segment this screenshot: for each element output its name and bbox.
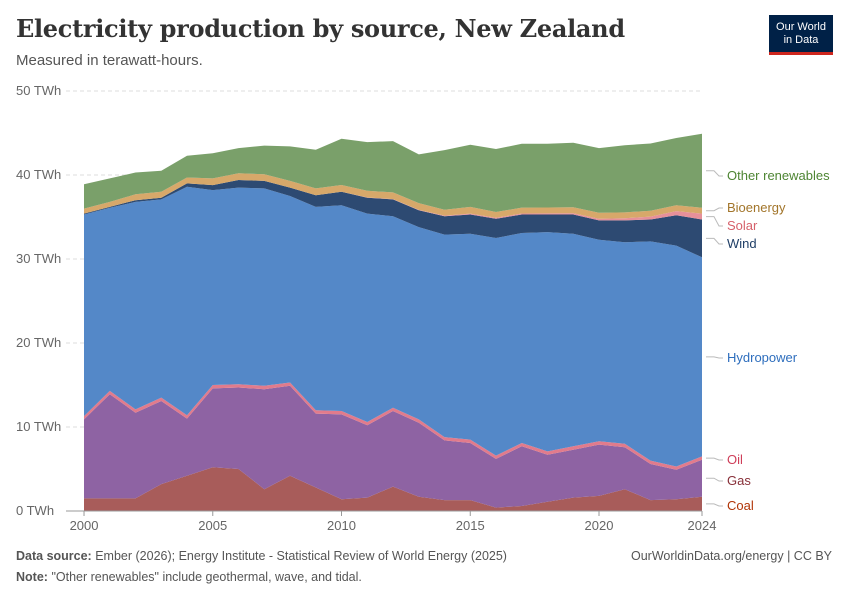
- legend-connector: [706, 503, 723, 507]
- legend-connector: [706, 216, 723, 227]
- legend-label-other-renewables[interactable]: Other renewables: [727, 168, 830, 183]
- legend-connector: [706, 356, 723, 359]
- chart-subtitle: Measured in terawatt-hours.: [16, 52, 203, 69]
- area-other-renewables[interactable]: [84, 133, 702, 213]
- data-source: Data source: Ember (2026); Energy Instit…: [16, 549, 507, 563]
- y-tick-label: 0 TWh: [16, 503, 54, 518]
- legend-connector: [706, 207, 723, 212]
- legend-connector: [706, 477, 723, 482]
- x-tick-label: 2005: [198, 518, 227, 533]
- logo-line-1: Our World: [776, 20, 826, 33]
- stacked-area-chart: 0 TWh 10 TWh 20 TWh 30 TWh 40 TWh 50 TWh 2000 2…: [16, 83, 830, 533]
- area-wind[interactable]: [84, 180, 702, 258]
- x-tick-label: 2015: [456, 518, 485, 533]
- owid-logo[interactable]: Our World in Data: [769, 15, 833, 55]
- legend-connector: [706, 170, 723, 177]
- legend-label-bioenergy[interactable]: Bioenergy: [727, 200, 786, 215]
- area-hydropower[interactable]: [84, 186, 702, 467]
- y-tick-label: 40 TWh: [16, 167, 61, 182]
- x-tick-label: 2024: [688, 518, 717, 533]
- data-source-text: Ember (2026); Energy Institute - Statist…: [95, 549, 507, 563]
- area-coal[interactable]: [84, 467, 702, 511]
- chart-title: Electricity production by source, New Ze…: [16, 14, 625, 43]
- y-tick-label: 10 TWh: [16, 419, 61, 434]
- x-tick-label: 2010: [327, 518, 356, 533]
- logo-line-2: in Data: [783, 33, 819, 46]
- legend-label-hydropower[interactable]: Hydropower: [727, 350, 798, 365]
- x-tick-label: 2020: [585, 518, 614, 533]
- credit-link[interactable]: OurWorldinData.org/energy | CC BY: [630, 549, 832, 563]
- legend-label-solar[interactable]: Solar: [727, 218, 758, 233]
- data-source-label: Data source:: [16, 549, 92, 563]
- legend-label-coal[interactable]: Coal: [727, 498, 754, 513]
- legend-label-oil[interactable]: Oil: [727, 452, 743, 467]
- chart-note: Note: "Other renewables" include geother…: [16, 570, 362, 584]
- note-text: "Other renewables" include geothermal, w…: [51, 570, 362, 584]
- note-label: Note:: [16, 570, 48, 584]
- legend-connector: [706, 237, 723, 245]
- x-tick-label: 2000: [70, 518, 99, 533]
- legend-label-gas[interactable]: Gas: [727, 473, 751, 488]
- y-tick-label: 50 TWh: [16, 83, 61, 98]
- area-bioenergy[interactable]: [84, 173, 702, 219]
- y-tick-label: 20 TWh: [16, 335, 61, 350]
- y-tick-label: 30 TWh: [16, 251, 61, 266]
- legend-connector: [706, 457, 723, 461]
- legend-label-wind[interactable]: Wind: [727, 236, 757, 251]
- area-gas[interactable]: [84, 385, 702, 508]
